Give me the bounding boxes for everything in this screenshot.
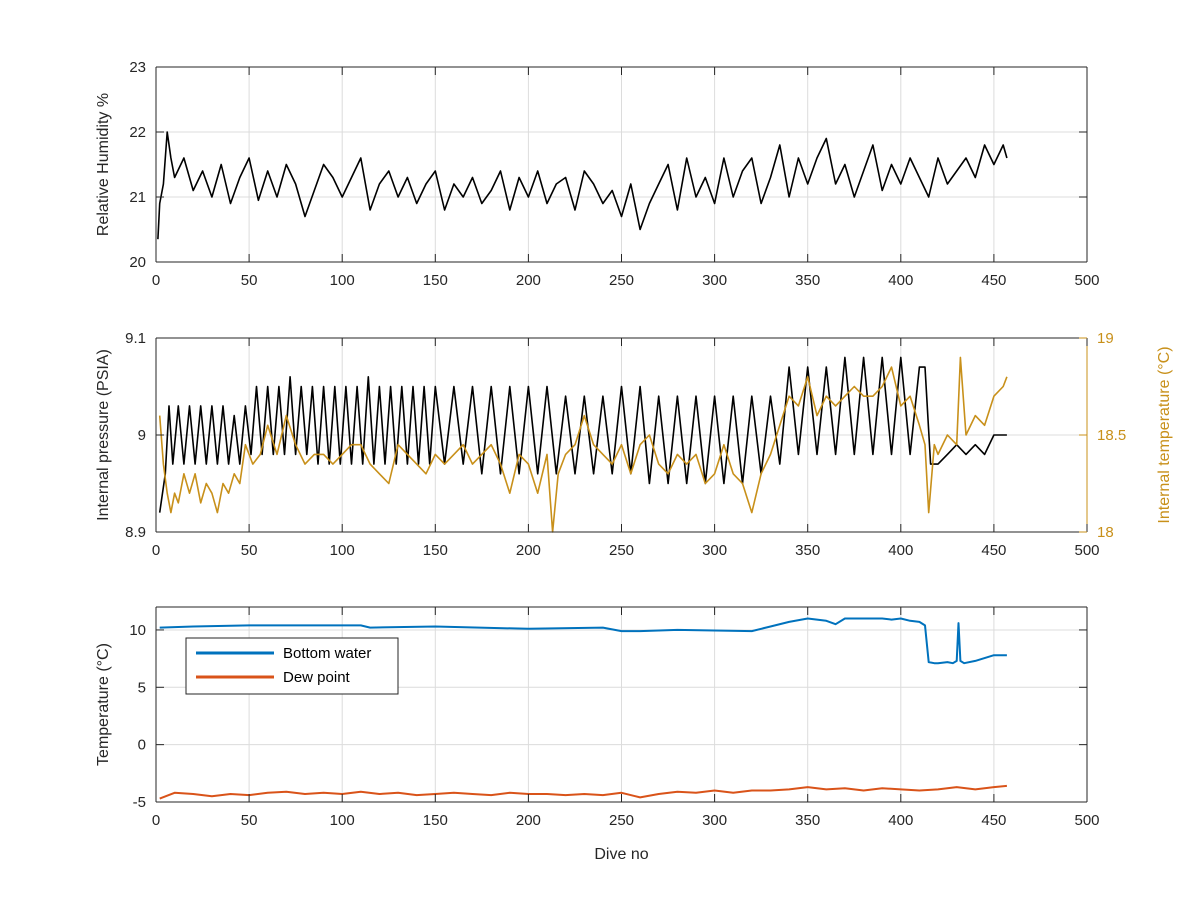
subplot-1: 0 50 100 150 200 250 300 350 400 450 500 20 21 22 23 Re… bbox=[95, 59, 1100, 289]
y2-tick-label: 19 bbox=[1097, 330, 1114, 347]
x-tick-label: 150 bbox=[423, 272, 448, 289]
x-tick-label: 400 bbox=[888, 272, 913, 289]
x-tick-label: 450 bbox=[981, 272, 1006, 289]
y-tick-label: 20 bbox=[129, 254, 146, 271]
x-tick-label: 150 bbox=[423, 812, 448, 829]
x-tick-label: 300 bbox=[702, 812, 727, 829]
x-tick-label: 50 bbox=[241, 272, 258, 289]
y-tick-label: 10 bbox=[129, 622, 146, 639]
x-tick-label: 100 bbox=[330, 812, 355, 829]
y-tick-label: 5 bbox=[138, 679, 146, 696]
x-tick-label: 500 bbox=[1074, 812, 1099, 829]
y-tick-label: 21 bbox=[129, 189, 146, 206]
x-tick-label: 150 bbox=[423, 542, 448, 559]
x-tick-label: 50 bbox=[241, 812, 258, 829]
x-tick-label: 100 bbox=[330, 542, 355, 559]
series-line-bottom-water bbox=[159, 617, 1007, 665]
x-tick-label: 250 bbox=[609, 542, 634, 559]
x-tick-label: 250 bbox=[609, 272, 634, 289]
series-line-primary bbox=[157, 131, 1008, 240]
y-tick-label: 0 bbox=[138, 737, 146, 754]
x-tick-label: 200 bbox=[516, 542, 541, 559]
x-tick-label: 350 bbox=[795, 272, 820, 289]
x-tick-label: 450 bbox=[981, 812, 1006, 829]
x-tick-label: 300 bbox=[702, 272, 727, 289]
x-axis-label: Dive no bbox=[594, 846, 648, 863]
y-tick-label: 8.9 bbox=[125, 524, 146, 541]
x-tick-label: 400 bbox=[888, 812, 913, 829]
legend-box bbox=[185, 637, 399, 695]
x-tick-label: 0 bbox=[152, 272, 160, 289]
y-tick-label: 9 bbox=[138, 427, 146, 444]
subplot-2: 0 50 100 150 200 250 300 350 400 450 500 8.9 9 9.1 18 1… bbox=[95, 330, 1173, 559]
x-tick-label: 350 bbox=[795, 812, 820, 829]
y-tick-label: -5 bbox=[133, 794, 146, 811]
y-axis-label: Relative Humidity % bbox=[95, 93, 112, 236]
y-axis-label: Internal pressure (PSIA) bbox=[95, 349, 112, 521]
x-tick-label: 200 bbox=[516, 812, 541, 829]
x-tick-label: 200 bbox=[516, 272, 541, 289]
legend-label: Bottom water bbox=[283, 645, 371, 662]
subplot-3: 0 50 100 150 200 250 300 350 400 450 500 -5 0 5 10 Temp… bbox=[95, 606, 1100, 863]
series-line-primary bbox=[158, 356, 1007, 513]
y-axis-label: Temperature (°C) bbox=[95, 643, 112, 766]
x-tick-label: 350 bbox=[795, 542, 820, 559]
legend-label: Dew point bbox=[283, 669, 351, 686]
x-tick-label: 0 bbox=[152, 542, 160, 559]
x-tick-label: 100 bbox=[330, 272, 355, 289]
x-tick-label: 0 bbox=[152, 812, 160, 829]
x-tick-label: 500 bbox=[1074, 542, 1099, 559]
y2-axis-label: Internal temperature (°C) bbox=[1156, 346, 1173, 523]
y-tick-label: 23 bbox=[129, 59, 146, 76]
y-tick-label: 9.1 bbox=[125, 330, 146, 347]
x-tick-label: 500 bbox=[1074, 272, 1099, 289]
y-tick-label: 22 bbox=[129, 124, 146, 141]
x-tick-label: 300 bbox=[702, 542, 727, 559]
series-line-dew-point bbox=[159, 784, 1007, 800]
y2-tick-label: 18.5 bbox=[1097, 427, 1126, 444]
legend: Bottom water Dew point bbox=[185, 637, 399, 695]
series-line-internal-temperature bbox=[158, 356, 1008, 533]
y2-tick-label: 18 bbox=[1097, 524, 1114, 541]
x-tick-label: 250 bbox=[609, 812, 634, 829]
x-tick-label: 400 bbox=[888, 542, 913, 559]
x-tick-label: 450 bbox=[981, 542, 1006, 559]
x-tick-label: 50 bbox=[241, 542, 258, 559]
